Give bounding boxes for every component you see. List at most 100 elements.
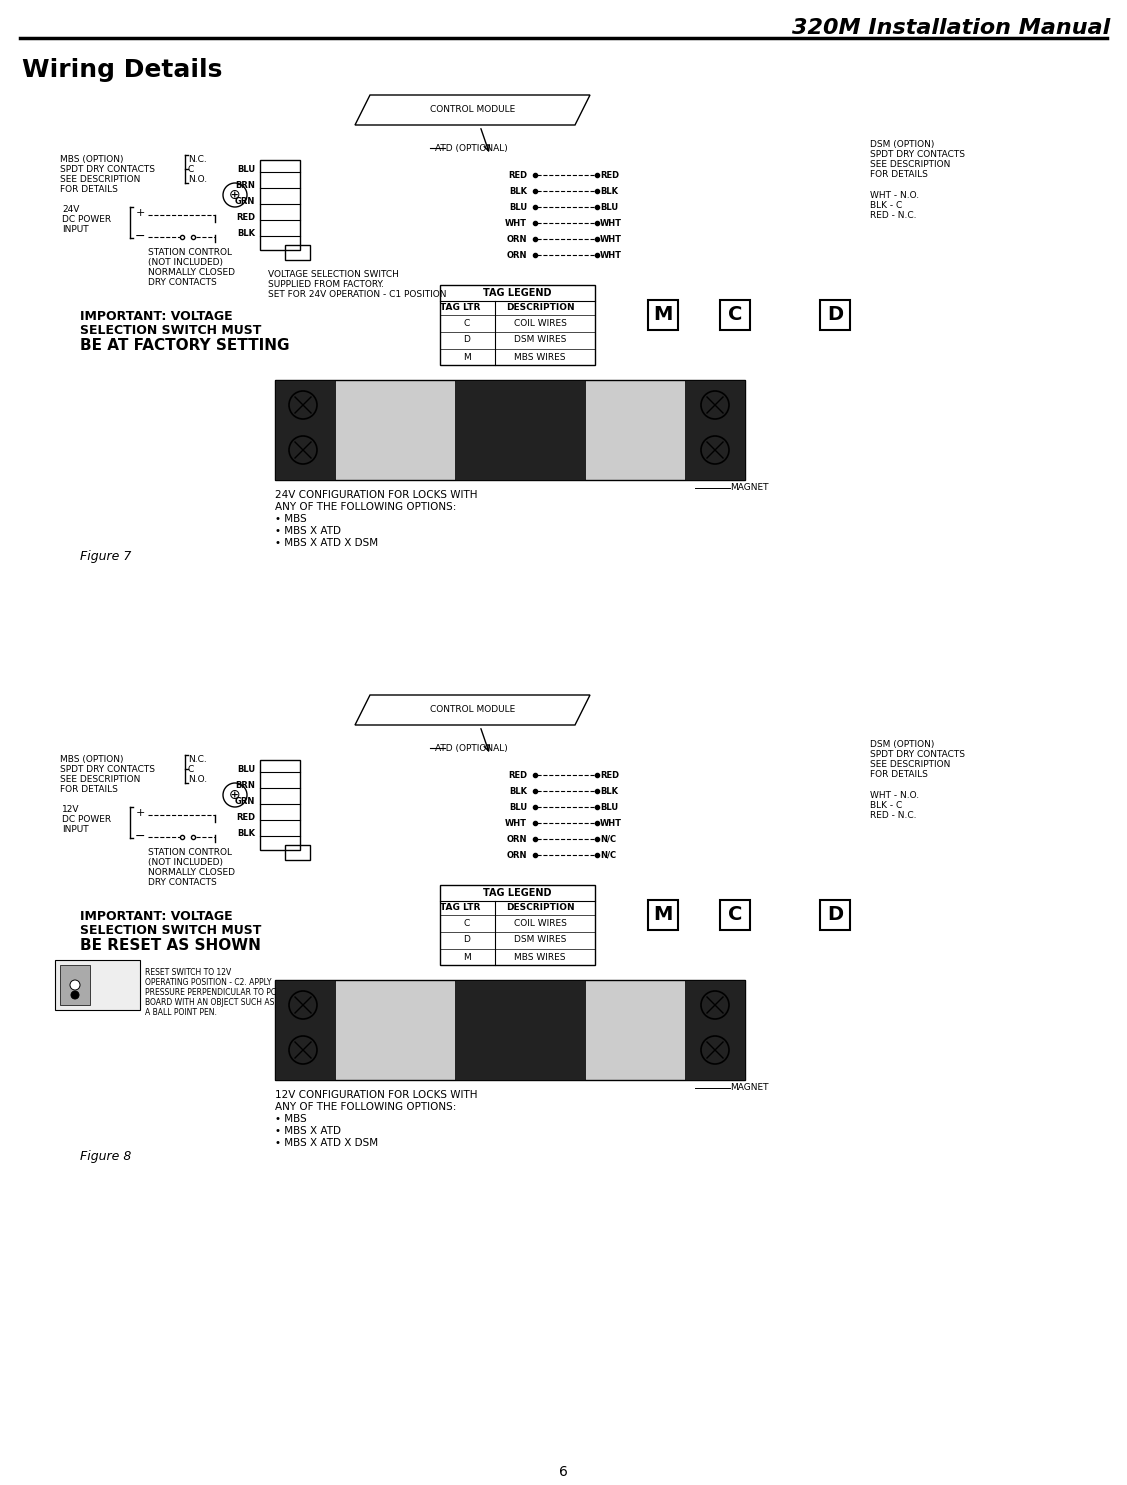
Text: DSM (OPTION): DSM (OPTION) <box>870 740 934 748</box>
Text: TAG LTR: TAG LTR <box>440 303 480 312</box>
Text: DSM WIRES: DSM WIRES <box>514 936 566 944</box>
Text: RED - N.C.: RED - N.C. <box>870 811 916 820</box>
Text: OPERATING POSITION - C2. APPLY: OPERATING POSITION - C2. APPLY <box>145 979 272 988</box>
Text: (NOT INCLUDED): (NOT INCLUDED) <box>148 858 223 867</box>
Bar <box>820 300 850 330</box>
Bar <box>820 900 850 930</box>
Text: N.O.: N.O. <box>188 775 207 784</box>
Text: C: C <box>464 919 470 928</box>
Text: C: C <box>728 306 743 325</box>
Text: WHT: WHT <box>600 218 622 227</box>
Text: SPDT DRY CONTACTS: SPDT DRY CONTACTS <box>60 765 156 774</box>
Text: RED: RED <box>508 771 527 780</box>
Circle shape <box>70 980 80 990</box>
Text: BLU: BLU <box>509 202 527 211</box>
Text: +: + <box>135 208 144 218</box>
Text: TAG LEGEND: TAG LEGEND <box>483 888 552 898</box>
Text: ORN: ORN <box>506 835 527 843</box>
Text: CONTROL MODULE: CONTROL MODULE <box>431 105 516 114</box>
Text: M: M <box>654 906 673 925</box>
Text: C: C <box>728 906 743 925</box>
Text: 24V CONFIGURATION FOR LOCKS WITH: 24V CONFIGURATION FOR LOCKS WITH <box>275 490 478 500</box>
Text: PRESSURE PERPENDICULAR TO PC: PRESSURE PERPENDICULAR TO PC <box>145 988 276 996</box>
Text: DESCRIPTION: DESCRIPTION <box>506 303 575 312</box>
Text: DRY CONTACTS: DRY CONTACTS <box>148 878 216 887</box>
Text: N.O.: N.O. <box>188 175 207 184</box>
Text: BLK: BLK <box>600 787 618 796</box>
Text: WHT - N.O.: WHT - N.O. <box>870 190 920 199</box>
Text: C: C <box>464 318 470 328</box>
Text: N.C.: N.C. <box>188 154 206 163</box>
Text: ANY OF THE FOLLOWING OPTIONS:: ANY OF THE FOLLOWING OPTIONS: <box>275 1102 456 1112</box>
Text: BE RESET AS SHOWN: BE RESET AS SHOWN <box>80 939 260 953</box>
Text: 12V CONFIGURATION FOR LOCKS WITH: 12V CONFIGURATION FOR LOCKS WITH <box>275 1090 478 1100</box>
Text: A BALL POINT PEN.: A BALL POINT PEN. <box>145 1008 216 1017</box>
Text: Wiring Details: Wiring Details <box>23 58 222 82</box>
Text: RED: RED <box>600 171 619 180</box>
Text: +: + <box>135 808 144 818</box>
Bar <box>648 300 678 330</box>
Text: D: D <box>463 336 470 345</box>
Text: WHT: WHT <box>505 218 527 227</box>
Circle shape <box>71 990 79 999</box>
Text: CONTROL MODULE: CONTROL MODULE <box>431 705 516 714</box>
Text: −: − <box>135 230 145 242</box>
Text: ATD (OPTIONAL): ATD (OPTIONAL) <box>435 744 508 753</box>
Text: FOR DETAILS: FOR DETAILS <box>60 186 118 195</box>
Text: • MBS: • MBS <box>275 1114 307 1124</box>
Text: RESET SWITCH TO 12V: RESET SWITCH TO 12V <box>145 968 231 977</box>
Bar <box>260 760 300 849</box>
Bar <box>285 845 310 860</box>
Text: ⊕: ⊕ <box>229 189 241 202</box>
Text: NORMALLY CLOSED: NORMALLY CLOSED <box>148 267 236 278</box>
Text: 12V: 12V <box>62 805 80 814</box>
Text: BLK: BLK <box>237 230 255 239</box>
Text: D: D <box>463 936 470 944</box>
Text: • MBS X ATD X DSM: • MBS X ATD X DSM <box>275 1138 379 1148</box>
Text: DC POWER: DC POWER <box>62 815 112 824</box>
Text: FOR DETAILS: FOR DETAILS <box>870 771 928 780</box>
Text: RED: RED <box>236 214 255 223</box>
Text: BRN: BRN <box>236 181 255 190</box>
Bar <box>275 980 335 1080</box>
Text: COIL WIRES: COIL WIRES <box>514 919 567 928</box>
Text: M: M <box>654 306 673 325</box>
Text: C: C <box>188 165 194 174</box>
Text: BLU: BLU <box>600 202 618 211</box>
Bar <box>260 160 300 249</box>
Text: • MBS: • MBS <box>275 514 307 524</box>
Text: • MBS X ATD X DSM: • MBS X ATD X DSM <box>275 538 379 548</box>
Text: SPDT DRY CONTACTS: SPDT DRY CONTACTS <box>870 750 965 759</box>
Text: TAG LTR: TAG LTR <box>440 903 480 912</box>
Text: WHT: WHT <box>600 251 622 260</box>
Text: BLK: BLK <box>509 187 527 196</box>
Bar <box>685 980 745 1080</box>
Text: IMPORTANT: VOLTAGE: IMPORTANT: VOLTAGE <box>80 910 232 924</box>
Text: FOR DETAILS: FOR DETAILS <box>870 169 928 180</box>
Text: MBS WIRES: MBS WIRES <box>514 952 566 961</box>
Text: ANY OF THE FOLLOWING OPTIONS:: ANY OF THE FOLLOWING OPTIONS: <box>275 502 456 512</box>
Text: M: M <box>463 952 471 961</box>
Text: • MBS X ATD: • MBS X ATD <box>275 526 341 536</box>
Text: WHT - N.O.: WHT - N.O. <box>870 790 920 799</box>
Text: RED - N.C.: RED - N.C. <box>870 211 916 220</box>
Text: DSM WIRES: DSM WIRES <box>514 336 566 345</box>
Text: RED: RED <box>508 171 527 180</box>
Text: ORN: ORN <box>506 251 527 260</box>
Text: BLK: BLK <box>600 187 618 196</box>
Text: DSM (OPTION): DSM (OPTION) <box>870 140 934 148</box>
Text: TAG LEGEND: TAG LEGEND <box>483 288 552 298</box>
Text: SPDT DRY CONTACTS: SPDT DRY CONTACTS <box>60 165 156 174</box>
Text: DESCRIPTION: DESCRIPTION <box>506 903 575 912</box>
Text: SET FOR 24V OPERATION - C1 POSITION: SET FOR 24V OPERATION - C1 POSITION <box>268 290 446 298</box>
Text: −: − <box>135 830 145 842</box>
Bar <box>455 980 585 1080</box>
Text: BE AT FACTORY SETTING: BE AT FACTORY SETTING <box>80 339 290 353</box>
Text: C: C <box>188 765 194 774</box>
Text: BLU: BLU <box>509 802 527 811</box>
Text: BLU: BLU <box>237 165 255 175</box>
Bar <box>55 959 140 1010</box>
Bar <box>720 300 749 330</box>
Text: GRN: GRN <box>234 198 255 206</box>
Bar <box>440 885 595 965</box>
